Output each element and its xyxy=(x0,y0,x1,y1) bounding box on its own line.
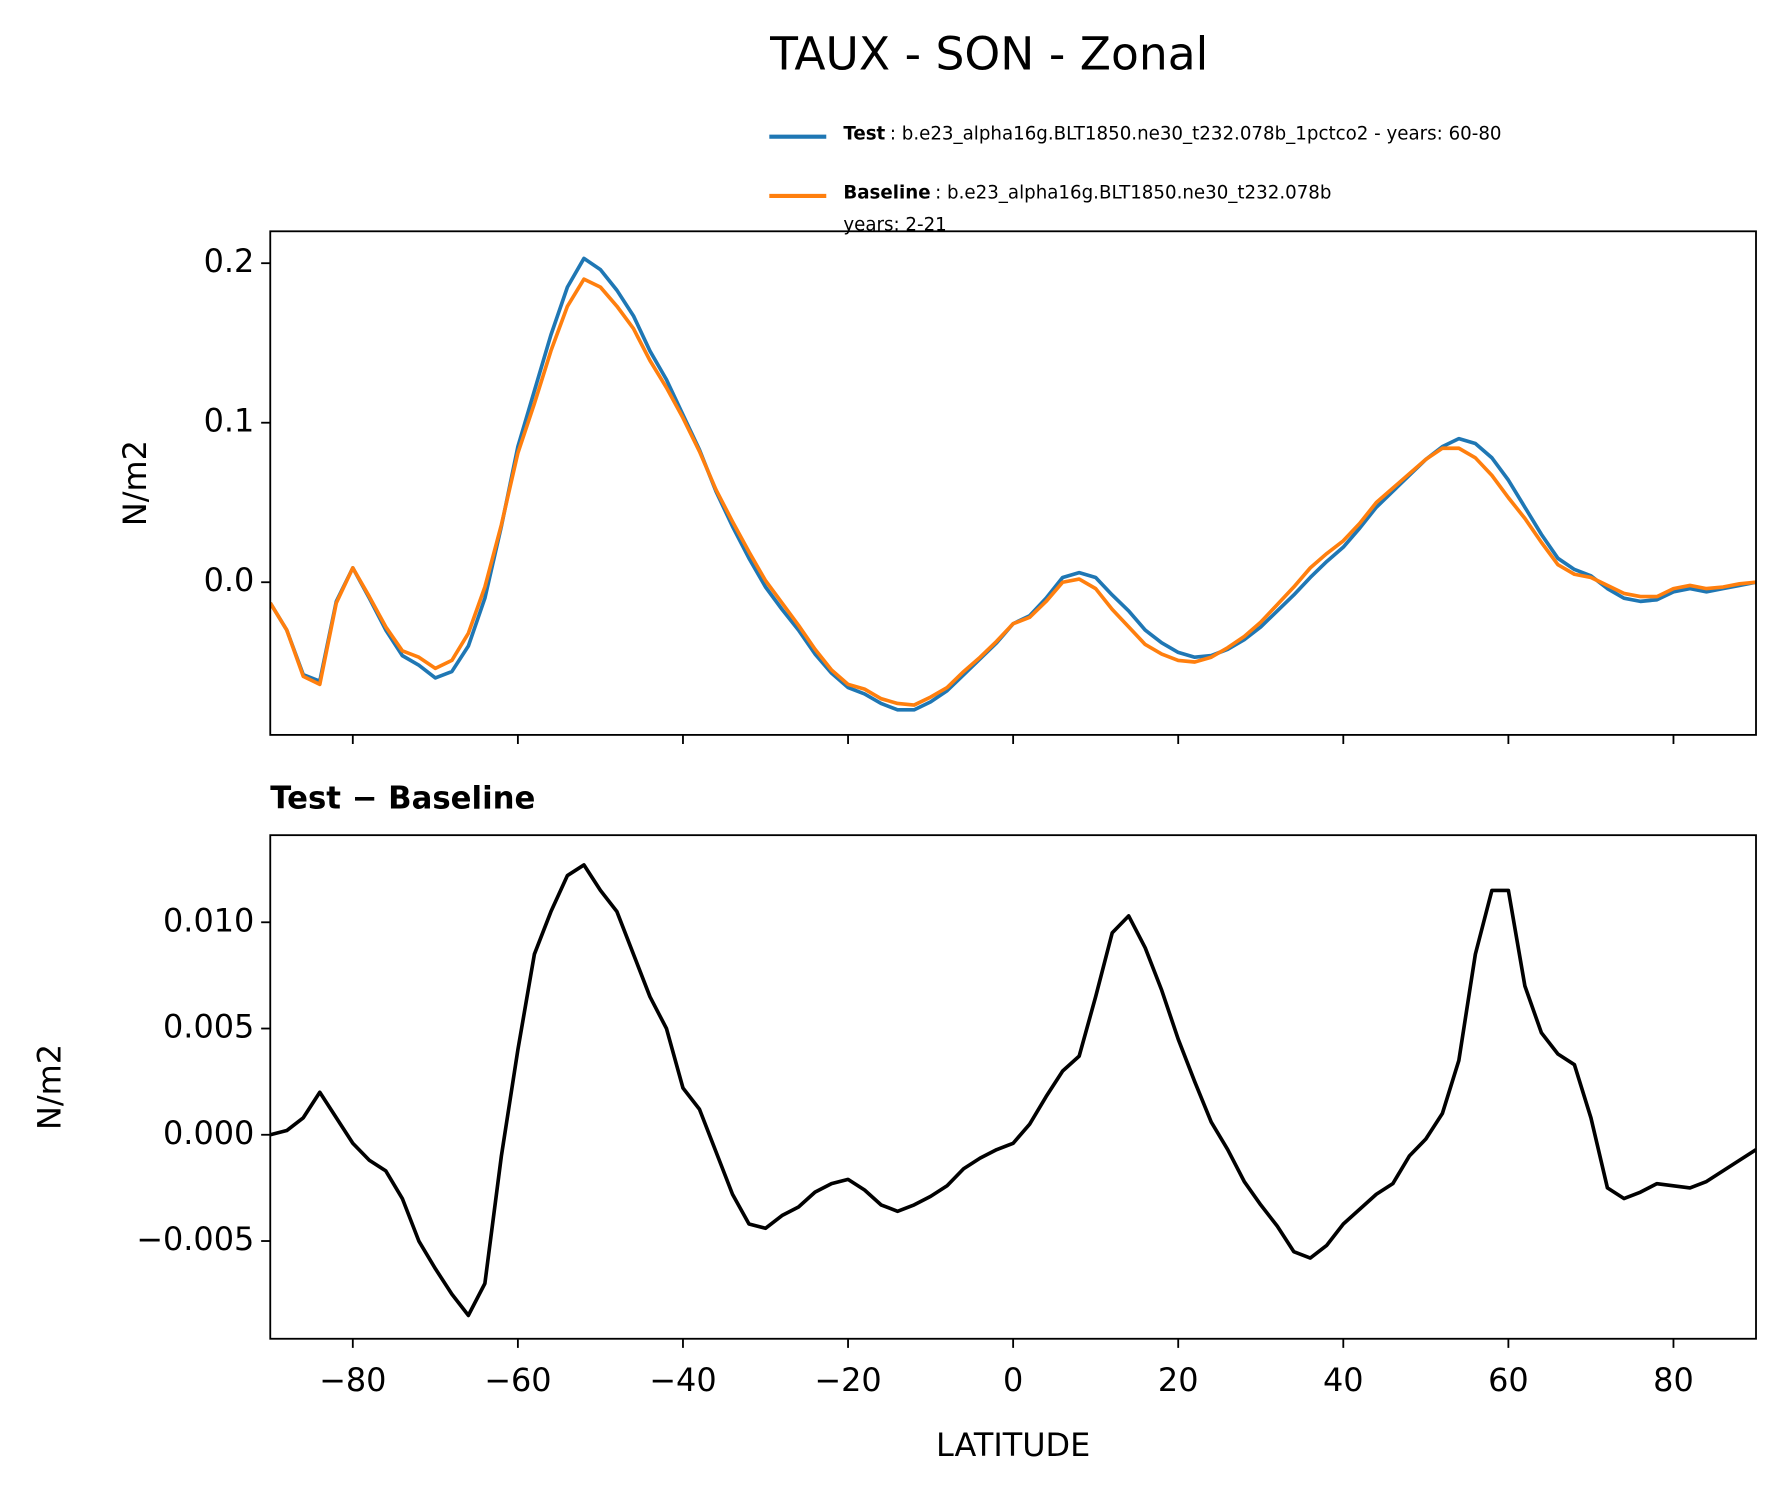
x-tick-label: −80 xyxy=(319,1361,386,1399)
data-line xyxy=(270,256,1757,712)
panel-title: Test − Baseline xyxy=(270,780,535,816)
x-tick-label: −40 xyxy=(649,1361,716,1399)
y-tick-label: 0.0 xyxy=(204,561,255,599)
x-tick-label: 40 xyxy=(1323,1361,1364,1399)
figure-title: TAUX - SON - Zonal xyxy=(769,27,1208,80)
x-tick-label: −60 xyxy=(484,1361,551,1399)
x-tick-label: 60 xyxy=(1488,1361,1529,1399)
y-axis-label: N/m2 xyxy=(31,1044,69,1130)
legend-label: Test: b.e23_alpha16g.BLT1850.ne30_t232.0… xyxy=(843,123,1501,144)
legend-detail: : b.e23_alpha16g.BLT1850.ne30_t232.078b_… xyxy=(890,123,1502,144)
legend-detail-line: years: 2-21 xyxy=(843,215,946,236)
y-tick-label: 0.000 xyxy=(163,1114,254,1152)
legend-label: Baseline: b.e23_alpha16g.BLT1850.ne30_t2… xyxy=(843,183,1331,204)
x-tick-label: 80 xyxy=(1653,1361,1694,1399)
legend-name: Test xyxy=(843,123,885,144)
y-axis-label: N/m2 xyxy=(116,440,154,526)
x-tick-label: −20 xyxy=(814,1361,881,1399)
y-tick-label: −0.005 xyxy=(136,1220,254,1258)
x-axis-label: LATITUDE xyxy=(936,1426,1090,1464)
x-tick-label: 20 xyxy=(1158,1361,1199,1399)
axes-frame xyxy=(269,834,1757,1340)
legend-detail: : b.e23_alpha16g.BLT1850.ne30_t232.078b xyxy=(935,183,1331,204)
data-line xyxy=(270,277,1757,707)
axes-frame xyxy=(269,230,1757,736)
y-tick-label: 0.1 xyxy=(204,402,255,440)
y-tick-label: 0.2 xyxy=(204,242,255,280)
y-tick-label: 0.005 xyxy=(163,1008,254,1046)
legend-name: Baseline xyxy=(843,183,930,204)
y-tick-label: 0.010 xyxy=(163,901,254,939)
data-line xyxy=(270,863,1757,1318)
x-tick-label: 0 xyxy=(1003,1361,1023,1399)
